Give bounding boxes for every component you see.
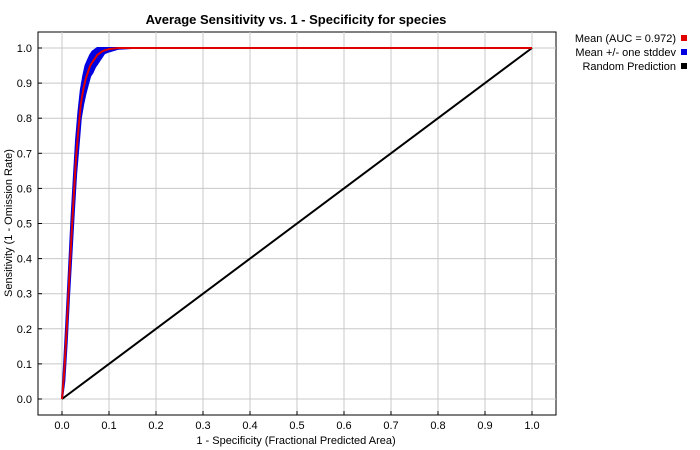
y-tick-label: 0.8 — [17, 113, 32, 125]
y-axis-ticks: 0.0 0.1 0.2 0.3 0.4 0.5 0.6 0.7 0.8 0.9 1.0 — [17, 43, 42, 406]
chart-title: Average Sensitivity vs. 1 - Specificity … — [146, 12, 447, 27]
legend-label: Random Prediction — [582, 61, 676, 73]
y-tick-label: 0.5 — [17, 219, 32, 231]
y-axis-label: Sensitivity (1 - Omission Rate) — [3, 149, 15, 297]
y-tick-label: 0.0 — [17, 394, 32, 406]
y-tick-label: 0.9 — [17, 78, 32, 90]
x-tick-label: 0.8 — [430, 420, 445, 432]
y-tick-label: 0.4 — [17, 254, 32, 266]
x-axis-ticks: 0.0 0.1 0.2 0.3 0.4 0.5 0.6 0.7 0.8 0.9 1.0 — [54, 411, 540, 432]
legend-label: Mean +/- one stddev — [575, 47, 676, 59]
stddev-band — [61, 47, 532, 400]
legend-swatch — [681, 49, 687, 55]
x-tick-label: 0.3 — [195, 420, 210, 432]
series-layer — [61, 47, 533, 400]
y-tick-label: 1.0 — [17, 43, 32, 55]
y-tick-label: 0.3 — [17, 289, 32, 301]
legend-swatch — [681, 35, 687, 41]
y-tick-label: 0.1 — [17, 359, 32, 371]
legend-label: Mean (AUC = 0.972) — [575, 33, 676, 45]
y-tick-label: 0.7 — [17, 148, 32, 160]
x-tick-label: 0.9 — [477, 420, 492, 432]
x-tick-label: 0.2 — [148, 420, 163, 432]
mean-line — [61, 47, 532, 400]
y-tick-label: 0.6 — [17, 183, 32, 195]
x-axis-label: 1 - Specificity (Fractional Predicted Ar… — [196, 435, 395, 447]
x-tick-label: 0.7 — [383, 420, 398, 432]
x-tick-label: 0.6 — [336, 420, 351, 432]
y-tick-label: 0.2 — [17, 324, 32, 336]
x-tick-label: 0.1 — [101, 420, 116, 432]
grid-lines — [38, 32, 556, 415]
x-tick-label: 1.0 — [524, 420, 539, 432]
legend-swatch — [681, 63, 687, 69]
x-tick-label: 0.5 — [289, 420, 304, 432]
random-prediction-line — [61, 47, 533, 400]
x-tick-label: 0.0 — [54, 420, 69, 432]
x-tick-label: 0.4 — [242, 420, 257, 432]
legend: Mean (AUC = 0.972) Mean +/- one stddev Ran… — [575, 33, 687, 73]
